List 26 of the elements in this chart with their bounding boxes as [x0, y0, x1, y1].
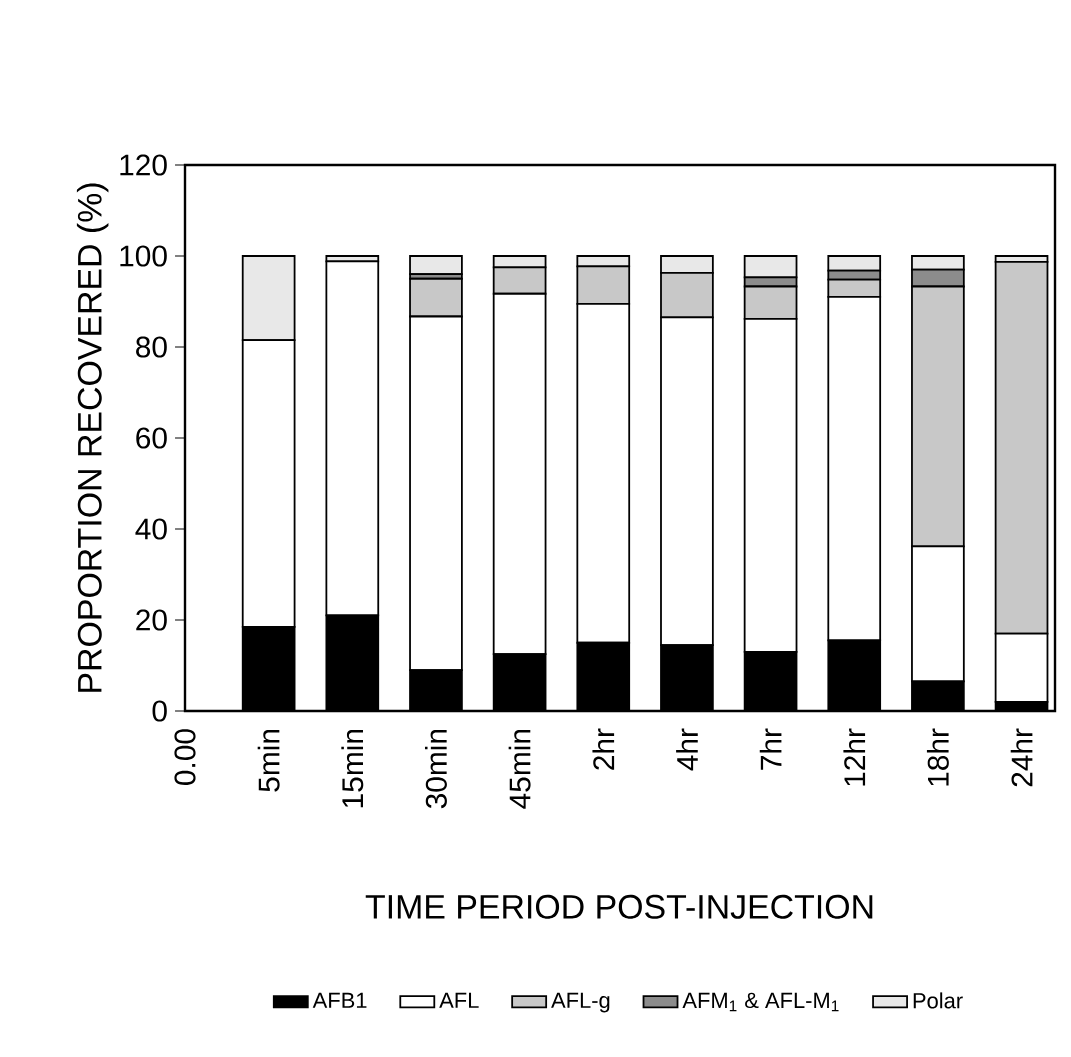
x-tick-label: 0.00 — [174, 729, 196, 786]
bar — [409, 255, 463, 276]
x-tick-label: 30min — [424, 729, 447, 809]
legend-label: AFB1 — [312, 992, 367, 1008]
x-tick-label: 2hr — [592, 728, 615, 770]
y-tick-label: 120 — [120, 154, 167, 176]
legend-label: AFM$_{1}$ & AFL-M$_{1}$ — [682, 992, 839, 1012]
y-tick-label: 60 — [136, 427, 167, 449]
x-tick-label: 24hr — [1010, 728, 1033, 787]
y-axis-title: PROPORTION RECOVERED (%) — [76, 183, 109, 692]
x-tick-label: 15min — [341, 729, 364, 808]
x-tick-label: 4hr — [676, 728, 698, 771]
x-axis-title: TIME PERIOD POST-INJECTION — [365, 894, 873, 919]
legend-label: AFL — [439, 992, 479, 1008]
x-tick-label: 45min — [508, 729, 531, 809]
y-tick-label: 100 — [120, 245, 167, 267]
y-tick-label: 0 — [152, 700, 167, 722]
x-tick-label: 5min — [257, 729, 280, 792]
x-tick-label: 18hr — [926, 728, 949, 786]
x-tick-label: 7hr — [759, 728, 782, 770]
y-tick-label: 40 — [135, 518, 167, 540]
legend-label: Polar — [913, 992, 963, 1009]
x-tick-label: 12hr — [843, 728, 866, 786]
y-tick-label: 80 — [136, 336, 167, 358]
legend-label: AFL-g — [551, 992, 610, 1013]
y-tick-label: 20 — [136, 609, 167, 631]
